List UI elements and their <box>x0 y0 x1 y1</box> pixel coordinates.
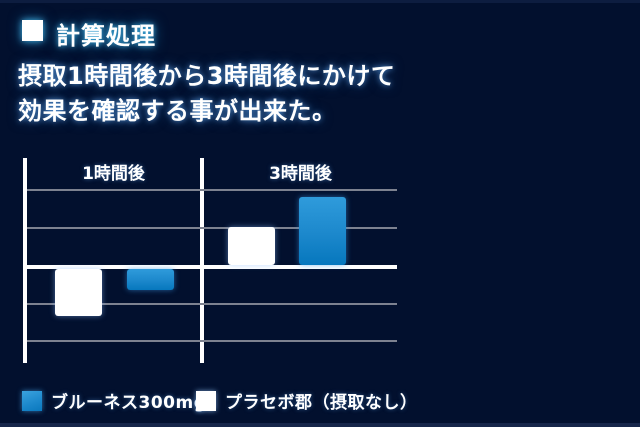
legend-label-placebo: プラセボ郡（摂取なし） <box>225 393 418 413</box>
white-swatch-icon <box>196 390 216 411</box>
bar-placebo-1hour <box>55 269 102 316</box>
page-title: 計算処理 <box>56 22 156 50</box>
group-divider-line <box>200 158 204 363</box>
top-border <box>0 0 640 3</box>
gridline <box>27 303 397 305</box>
gridline <box>27 340 397 342</box>
group-label-3hour: 3時間後 <box>269 164 332 184</box>
blue-swatch-icon <box>22 390 42 411</box>
square-bullet-icon <box>22 20 43 41</box>
legend-item-placebo: プラセボ郡（摂取なし） <box>196 388 418 413</box>
legend-item-bruness: ブルーネス300mg <box>22 388 206 413</box>
gridline <box>27 227 397 229</box>
bar-bruness-1hour <box>127 269 174 290</box>
gridline <box>27 189 397 191</box>
description-line-2: 効果を確認する事が出来た。 <box>18 97 337 125</box>
description-line-1: 摂取1時間後から3時間後にかけて <box>18 62 396 90</box>
bar-bruness-3hour <box>299 197 346 265</box>
legend-label-bruness: ブルーネス300mg <box>51 393 207 413</box>
y-axis-line <box>23 158 27 363</box>
bar-placebo-3hour <box>228 227 275 265</box>
zero-baseline <box>27 265 397 269</box>
bottom-border <box>0 423 640 427</box>
group-label-1hour: 1時間後 <box>82 164 145 184</box>
